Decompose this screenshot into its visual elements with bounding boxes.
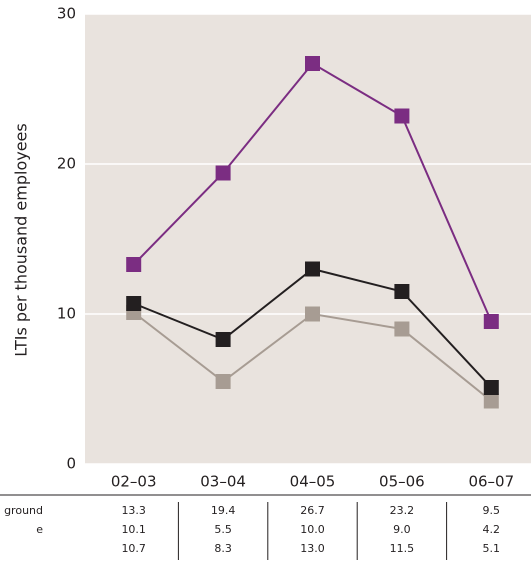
table-cell: 5.1 [483, 542, 501, 555]
table-cell: 23.2 [390, 504, 415, 517]
table-cell: 19.4 [211, 504, 236, 517]
point-marker [483, 393, 499, 409]
y-tick-label: 10 [57, 305, 76, 323]
y-tick-label: 0 [66, 455, 76, 473]
y-axis-label: LTIs per thousand employees [12, 123, 31, 356]
table-cell: 9.0 [393, 523, 411, 536]
plot-background [85, 14, 531, 464]
point-marker [305, 56, 320, 71]
table-cell: 26.7 [300, 504, 325, 517]
table-cell: 10.1 [121, 523, 146, 536]
point-marker [215, 332, 231, 347]
x-tick-label: 04–05 [290, 473, 336, 491]
point-marker [215, 165, 231, 181]
point-marker [483, 380, 499, 395]
x-tick-label: 02–03 [111, 473, 157, 491]
x-tick-label: 03–04 [200, 473, 246, 491]
point-marker [305, 306, 320, 322]
table-cell: 5.5 [214, 523, 232, 536]
point-marker [305, 261, 320, 277]
point-marker [394, 321, 410, 337]
y-tick-label: 20 [57, 155, 76, 173]
row-label: ground [4, 504, 43, 517]
table-cell: 10.0 [300, 523, 325, 536]
table-cell: 4.2 [483, 523, 501, 536]
point-marker [126, 257, 142, 272]
table-cell: 10.7 [121, 542, 146, 555]
table-cell: 13.0 [300, 542, 325, 555]
point-marker [126, 296, 142, 311]
x-tick-label: 06–07 [468, 473, 514, 491]
point-marker [394, 108, 410, 124]
x-tick-label: 05–06 [379, 473, 425, 491]
table-cell: 11.5 [390, 542, 415, 555]
table-cell: 8.3 [214, 542, 232, 555]
point-marker [483, 314, 499, 329]
row-label: e [36, 523, 43, 536]
point-marker [394, 284, 410, 299]
point-marker [215, 374, 231, 389]
table-cell: 13.3 [121, 504, 146, 517]
y-tick-label: 30 [57, 5, 76, 23]
table-cell: 9.5 [483, 504, 501, 517]
